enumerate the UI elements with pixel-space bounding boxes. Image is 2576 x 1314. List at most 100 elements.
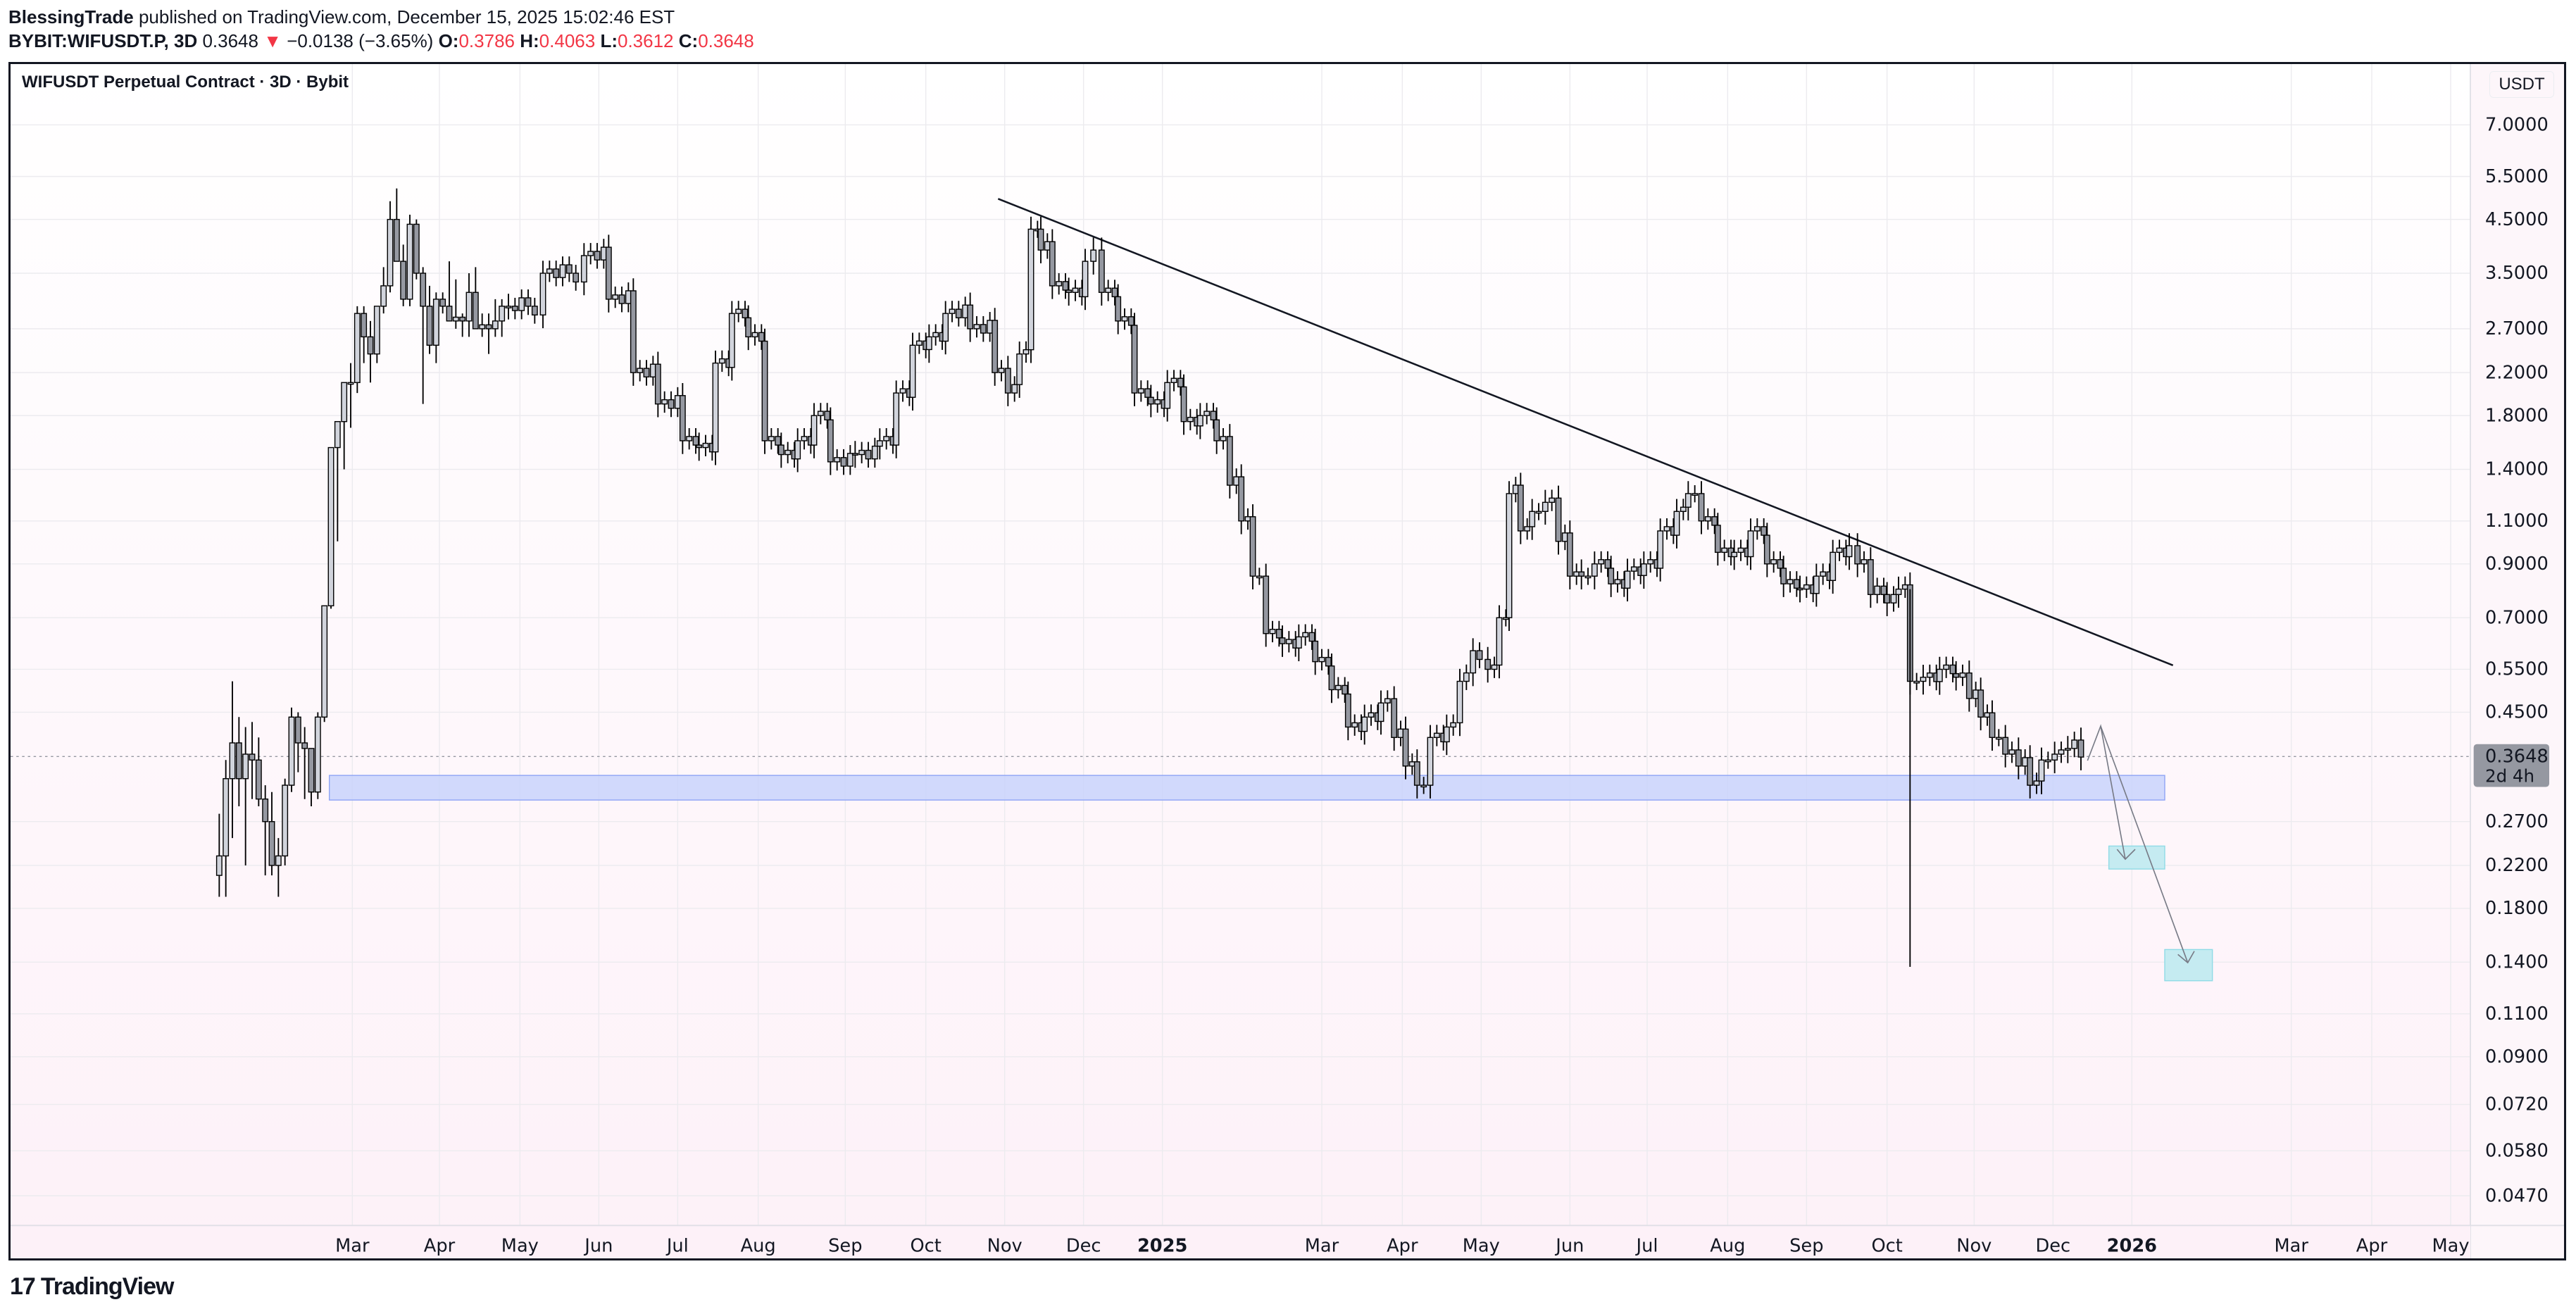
candle[interactable]	[314, 716, 321, 793]
candle[interactable]	[327, 446, 334, 606]
candle[interactable]	[1624, 570, 1631, 589]
candle[interactable]	[761, 340, 768, 442]
candle[interactable]	[573, 273, 580, 283]
candle[interactable]	[992, 320, 999, 373]
candle[interactable]	[1450, 722, 1457, 728]
candle[interactable]	[559, 264, 566, 278]
candle[interactable]	[215, 855, 223, 876]
candle[interactable]	[485, 324, 492, 330]
candle[interactable]	[1413, 761, 1420, 786]
candle[interactable]	[1830, 551, 1837, 582]
candle[interactable]	[1936, 668, 1943, 682]
candle[interactable]	[235, 742, 242, 780]
candle[interactable]	[834, 457, 841, 463]
target-zone-2[interactable]	[2164, 949, 2213, 982]
candle[interactable]	[1867, 559, 1874, 595]
candle[interactable]	[696, 444, 703, 449]
candle[interactable]	[387, 218, 394, 287]
candle[interactable]	[801, 436, 808, 442]
candle[interactable]	[1275, 628, 1282, 639]
candle[interactable]	[1698, 493, 1705, 522]
candle[interactable]	[499, 306, 506, 322]
candle[interactable]	[742, 308, 749, 318]
candle[interactable]	[347, 382, 354, 385]
resistance-trendline[interactable]	[997, 198, 2174, 667]
candle[interactable]	[1220, 436, 1227, 442]
candle[interactable]	[2064, 748, 2071, 751]
candle[interactable]	[1263, 575, 1270, 634]
candle[interactable]	[1065, 289, 1073, 293]
candle[interactable]	[594, 251, 601, 261]
candle[interactable]	[824, 411, 831, 420]
candle[interactable]	[955, 308, 962, 318]
candle[interactable]	[1062, 281, 1069, 291]
candle[interactable]	[1861, 559, 1868, 565]
candle[interactable]	[321, 605, 328, 718]
candle[interactable]	[876, 440, 883, 447]
candle[interactable]	[1391, 698, 1398, 738]
candle[interactable]	[973, 324, 980, 330]
candle[interactable]	[1011, 384, 1018, 394]
candle[interactable]	[1943, 664, 1950, 670]
candle[interactable]	[643, 368, 650, 377]
candle[interactable]	[420, 273, 427, 307]
candle[interactable]	[1470, 650, 1477, 674]
candle[interactable]	[794, 440, 801, 460]
candle[interactable]	[587, 251, 594, 256]
candle[interactable]	[751, 332, 758, 338]
candle[interactable]	[492, 320, 499, 330]
candle[interactable]	[679, 395, 686, 442]
candle[interactable]	[1308, 632, 1315, 642]
candle[interactable]	[1279, 637, 1286, 644]
candle[interactable]	[511, 306, 518, 311]
candle[interactable]	[439, 299, 446, 307]
candle[interactable]	[827, 419, 834, 463]
candle[interactable]	[1895, 588, 1902, 595]
candle[interactable]	[1384, 698, 1391, 703]
candle[interactable]	[1529, 511, 1536, 527]
candle[interactable]	[229, 742, 236, 780]
candle[interactable]	[668, 399, 675, 409]
candle[interactable]	[1598, 559, 1605, 565]
candle[interactable]	[1953, 672, 1960, 678]
candle[interactable]	[1965, 672, 1972, 699]
candle[interactable]	[1318, 656, 1325, 663]
candle[interactable]	[354, 313, 361, 383]
candle[interactable]	[294, 716, 301, 744]
candle[interactable]	[909, 344, 916, 398]
candle[interactable]	[268, 821, 275, 866]
candle[interactable]	[2077, 739, 2084, 758]
time-axis[interactable]	[11, 1225, 2470, 1258]
candle[interactable]	[1614, 579, 1621, 584]
candle[interactable]	[1920, 677, 1927, 682]
candle[interactable]	[1402, 728, 1409, 767]
candle[interactable]	[1196, 415, 1203, 427]
candle[interactable]	[925, 336, 932, 351]
candle[interactable]	[1105, 287, 1112, 293]
candle[interactable]	[1377, 702, 1384, 722]
candle[interactable]	[1787, 579, 1794, 584]
candle[interactable]	[308, 748, 315, 793]
candle[interactable]	[1608, 568, 1615, 584]
candle[interactable]	[998, 368, 1005, 373]
candle[interactable]	[1121, 316, 1128, 322]
candle[interactable]	[2027, 757, 2034, 786]
candle[interactable]	[1763, 534, 1770, 565]
candle[interactable]	[1977, 689, 1984, 718]
candle[interactable]	[367, 336, 374, 355]
tradingview-logo[interactable]: 17 TradingView	[10, 1273, 174, 1301]
candle[interactable]	[1737, 547, 1744, 553]
candle[interactable]	[505, 306, 512, 308]
currency-button[interactable]: USDT	[2489, 71, 2554, 98]
candle[interactable]	[1874, 585, 1881, 595]
candle[interactable]	[465, 292, 473, 322]
candle[interactable]	[413, 223, 420, 274]
candle[interactable]	[341, 382, 348, 423]
candle[interactable]	[1491, 664, 1498, 670]
candle[interactable]	[1796, 587, 1803, 591]
candle[interactable]	[1761, 526, 1768, 536]
candle[interactable]	[871, 445, 878, 460]
candle[interactable]	[1456, 680, 1463, 724]
candle[interactable]	[525, 297, 532, 307]
candle[interactable]	[1506, 493, 1513, 618]
